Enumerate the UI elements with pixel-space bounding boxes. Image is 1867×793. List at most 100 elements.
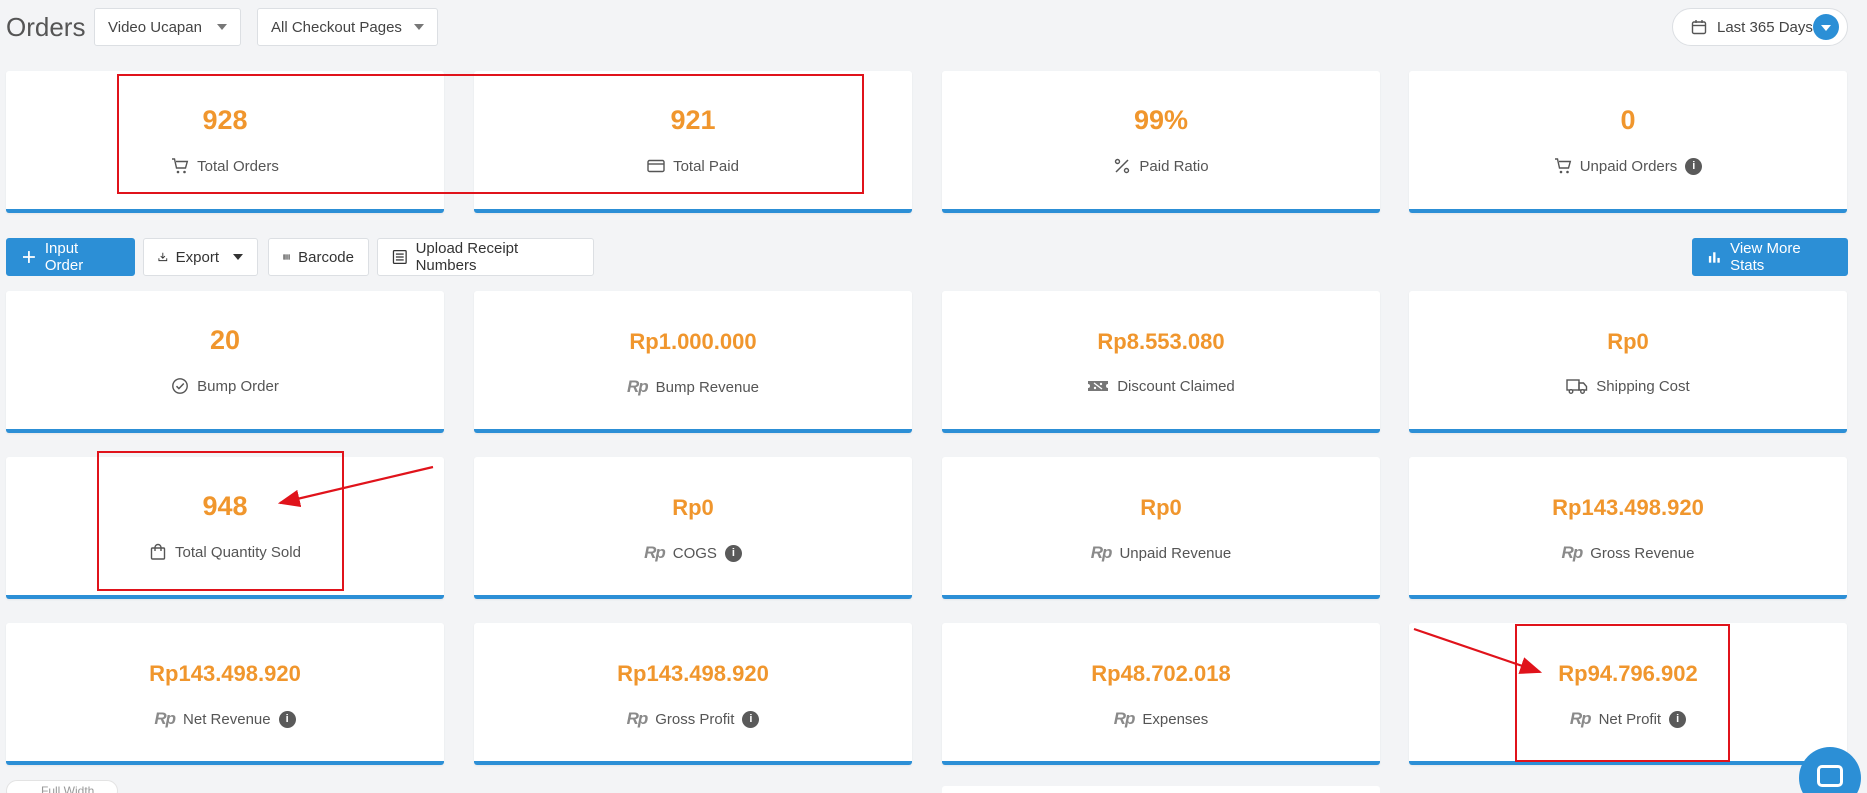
stat-card-net-revenue: Rp143.498.920 Rp Net Revenue i: [6, 623, 444, 765]
chevron-down-icon: [1821, 25, 1831, 31]
stat-card-total-paid: 921 Total Paid: [474, 71, 912, 213]
stat-value: 99%: [1133, 105, 1189, 135]
action-toolbar: Input Order Export Barcode Upload Receip…: [0, 238, 1867, 276]
stat-card-bump-revenue: Rp1.000.000 Rp Bump Revenue: [474, 291, 912, 433]
export-button[interactable]: Export: [143, 238, 258, 276]
stat-value: Rp1.000.000: [629, 329, 757, 354]
next-card-partial: [942, 786, 1380, 793]
full-width-toggle[interactable]: Full Width: [6, 780, 118, 793]
rupiah-icon: Rp: [1113, 709, 1136, 728]
stat-card-cogs: Rp0 Rp COGS i: [474, 457, 912, 599]
barcode-button[interactable]: Barcode: [268, 238, 369, 276]
stat-value: 948: [202, 491, 248, 521]
view-more-stats-button[interactable]: View More Stats: [1692, 238, 1848, 276]
stat-label: Rp Net Revenue i: [6, 709, 444, 729]
info-icon[interactable]: i: [278, 710, 296, 728]
upload-receipt-numbers-button[interactable]: Upload Receipt Numbers: [377, 238, 594, 276]
page-title: Orders: [6, 12, 86, 42]
stat-label-text: Unpaid Revenue: [1119, 544, 1232, 562]
stat-label-text: Gross Revenue: [1590, 544, 1695, 562]
stat-card-discount-claimed: Rp8.553.080 Discount Claimed: [942, 291, 1380, 433]
rupiah-icon: Rp: [626, 377, 649, 396]
upload-receipt-label: Upload Receipt Numbers: [415, 240, 519, 274]
stat-label-text: Discount Claimed: [1117, 377, 1235, 395]
stat-label-text: COGS: [672, 544, 717, 562]
export-label: Export: [175, 248, 219, 266]
chevron-down-icon: [217, 24, 227, 30]
stat-card-bump-order: 20 Bump Order: [6, 291, 444, 433]
highlight-box-net-profit: [1515, 624, 1730, 762]
stat-value: Rp143.498.920: [1552, 495, 1704, 520]
cart-icon: [172, 158, 189, 174]
stat-value: Rp143.498.920: [617, 661, 769, 686]
product-filter-label: Video Ucapan: [108, 18, 202, 36]
stat-value: 20: [209, 325, 241, 355]
stat-label: Rp Net Profit i: [1409, 709, 1847, 729]
rupiah-icon: Rp: [1569, 709, 1592, 728]
stat-label: Rp Expenses: [942, 709, 1380, 729]
highlight-box-quantity-sold: [97, 451, 344, 591]
rupiah-icon: Rp: [644, 543, 666, 562]
input-order-button[interactable]: Input Order: [6, 238, 135, 276]
highlight-box-orders-paid: [117, 74, 864, 194]
stat-label: Total Paid: [474, 157, 912, 175]
calendar-icon: [1691, 20, 1707, 35]
stat-label-text: Expenses: [1142, 710, 1209, 728]
date-range-picker[interactable]: Last 365 Days: [1672, 8, 1848, 46]
view-more-stats-label: View More Stats: [1730, 240, 1801, 274]
stat-label-text: Bump Revenue: [655, 378, 760, 396]
info-icon[interactable]: i: [1669, 710, 1687, 728]
stat-value: 0: [1620, 105, 1636, 135]
stat-value: Rp143.498.920: [149, 661, 301, 686]
info-icon[interactable]: i: [1685, 157, 1703, 175]
checkout-page-filter-dropdown[interactable]: All Checkout Pages: [257, 8, 438, 46]
stat-label-text: Bump Order: [197, 377, 279, 395]
stat-label-text: Total Quantity Sold: [175, 543, 301, 561]
stat-label-text: Net Profit: [1598, 710, 1662, 728]
top-bar: Orders Video Ucapan All Checkout Pages L…: [0, 8, 1867, 48]
stat-label-text: Net Revenue: [183, 710, 271, 728]
list-icon: [392, 250, 407, 264]
stat-label: Shipping Cost: [1409, 377, 1847, 395]
stat-value: Rp8.553.080: [1097, 329, 1225, 354]
rupiah-icon: Rp: [626, 709, 649, 728]
stat-card-gross-revenue: Rp143.498.920 Rp Gross Revenue: [1409, 457, 1847, 599]
download-icon: [158, 252, 168, 262]
stat-value: Rp0: [1607, 329, 1649, 354]
stat-label-text: Paid Ratio: [1139, 157, 1209, 175]
stat-label: Total Orders: [6, 157, 444, 175]
product-filter-dropdown[interactable]: Video Ucapan: [94, 8, 241, 46]
stat-label-text: Gross Profit: [655, 710, 735, 728]
date-range-toggle[interactable]: [1813, 14, 1839, 40]
percent-icon: [1115, 158, 1130, 174]
stat-value: 928: [202, 105, 248, 135]
stat-card-paid-ratio: 99% Paid Ratio: [942, 71, 1380, 213]
rupiah-icon: Rp: [154, 709, 176, 728]
shopping-bag-icon: [150, 543, 166, 560]
info-icon[interactable]: i: [742, 710, 760, 728]
stat-label: Rp Gross Profit i: [474, 709, 912, 729]
stat-label: Unpaid Orders i: [1409, 157, 1847, 175]
rupiah-icon: Rp: [1561, 543, 1584, 562]
bar-chart-icon: [1708, 252, 1720, 263]
stat-label: Rp COGS i: [474, 543, 912, 563]
chat-launcher-button[interactable]: [1799, 747, 1861, 793]
plus-icon: [22, 251, 35, 263]
stat-value: Rp48.702.018: [1091, 661, 1231, 686]
stat-card-gross-profit: Rp143.498.920 Rp Gross Profit i: [474, 623, 912, 765]
chevron-down-icon: [414, 24, 424, 30]
chevron-down-icon: [233, 254, 243, 260]
stat-label-text: Shipping Cost: [1596, 377, 1690, 395]
stat-value: Rp0: [1140, 495, 1182, 520]
chat-icon: [1817, 765, 1843, 787]
stat-value: Rp0: [672, 495, 714, 520]
stat-label: Paid Ratio: [942, 157, 1380, 175]
stat-label: Rp Gross Revenue: [1409, 543, 1847, 563]
cart-icon: [1554, 158, 1571, 174]
stat-label-text: Unpaid Orders: [1579, 157, 1678, 175]
check-circle-icon: [172, 378, 189, 394]
stat-value: 921: [670, 105, 716, 135]
stat-label: Rp Bump Revenue: [474, 377, 912, 397]
info-icon[interactable]: i: [724, 544, 742, 562]
stat-card-unpaid-revenue: Rp0 Rp Unpaid Revenue: [942, 457, 1380, 599]
